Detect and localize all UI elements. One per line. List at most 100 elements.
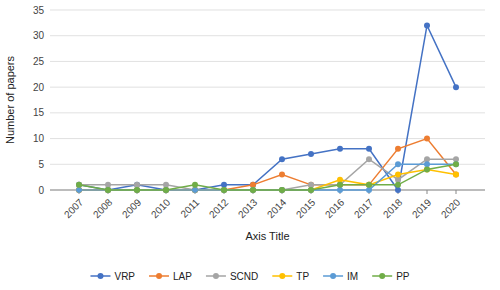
- point-marker: [337, 182, 343, 188]
- y-tick-label: 15: [33, 107, 45, 118]
- point-marker: [366, 182, 372, 188]
- point-marker: [424, 166, 430, 172]
- legend-label: LAP: [173, 271, 192, 282]
- point-marker: [192, 187, 198, 193]
- legend-item: SCND: [206, 271, 258, 282]
- point-marker: [453, 172, 459, 178]
- point-marker: [424, 161, 430, 167]
- point-marker: [105, 187, 111, 193]
- point-marker: [366, 187, 372, 193]
- series-line: [79, 139, 456, 190]
- point-marker: [453, 161, 459, 167]
- point-marker: [105, 182, 111, 188]
- point-marker: [424, 136, 430, 142]
- legend-marker: [379, 273, 385, 279]
- grid-line: [50, 112, 485, 113]
- point-marker: [105, 187, 111, 193]
- x-tick-label: 2011: [178, 196, 201, 219]
- point-marker: [134, 187, 140, 193]
- x-tick-label: 2010: [149, 196, 173, 220]
- point-marker: [76, 182, 82, 188]
- y-tick-label: 0: [38, 185, 44, 196]
- point-marker: [250, 187, 256, 193]
- legend-label: IM: [347, 271, 358, 282]
- point-marker: [453, 161, 459, 167]
- x-tick-label: 2008: [91, 196, 115, 220]
- point-marker: [163, 187, 169, 193]
- point-marker: [395, 172, 401, 178]
- point-marker: [337, 182, 343, 188]
- grid-line: [50, 61, 485, 62]
- point-marker: [192, 187, 198, 193]
- y-tick-label: 20: [33, 82, 45, 93]
- point-marker: [453, 156, 459, 162]
- point-marker: [279, 156, 285, 162]
- point-marker: [192, 182, 198, 188]
- series-line: [79, 164, 456, 190]
- point-marker: [337, 182, 343, 188]
- point-marker: [134, 187, 140, 193]
- point-marker: [279, 172, 285, 178]
- legend-item: IM: [323, 271, 358, 282]
- point-marker: [192, 187, 198, 193]
- point-marker: [395, 161, 401, 167]
- point-marker: [221, 187, 227, 193]
- legend-label: SCND: [230, 271, 258, 282]
- point-marker: [250, 182, 256, 188]
- point-marker: [279, 187, 285, 193]
- point-marker: [366, 156, 372, 162]
- point-marker: [366, 182, 372, 188]
- point-marker: [221, 187, 227, 193]
- point-marker: [424, 22, 430, 28]
- point-marker: [134, 187, 140, 193]
- x-tick-label: 2012: [207, 196, 231, 220]
- point-marker: [105, 187, 111, 193]
- series-line: [79, 169, 456, 190]
- x-tick-label: 2017: [352, 196, 376, 220]
- grid-line: [50, 87, 485, 88]
- point-marker: [163, 187, 169, 193]
- point-marker: [192, 187, 198, 193]
- x-tick-label: 2014: [265, 196, 289, 220]
- point-marker: [76, 187, 82, 193]
- point-marker: [395, 187, 401, 193]
- point-marker: [105, 187, 111, 193]
- point-marker: [134, 182, 140, 188]
- point-marker: [250, 187, 256, 193]
- legend-item: VRP: [90, 271, 135, 282]
- legend-marker: [330, 273, 336, 279]
- x-tick-label: 2013: [236, 196, 260, 220]
- point-marker: [163, 187, 169, 193]
- y-axis-label: Number of papers: [4, 55, 16, 144]
- point-marker: [221, 187, 227, 193]
- point-marker: [279, 187, 285, 193]
- point-marker: [279, 187, 285, 193]
- x-tick-label: 2015: [294, 196, 318, 220]
- series-line: [79, 25, 456, 190]
- point-marker: [366, 146, 372, 152]
- x-tick-label: 2019: [410, 196, 434, 220]
- legend: VRPLAPSCNDTPIMPP: [90, 271, 409, 282]
- y-tick-label: 30: [33, 30, 45, 41]
- point-marker: [163, 182, 169, 188]
- x-tick-label: 2016: [323, 196, 347, 220]
- legend-marker: [279, 273, 285, 279]
- legend-label: VRP: [114, 271, 135, 282]
- point-marker: [395, 177, 401, 183]
- chart: 0510152025303520072008200920102011201220…: [0, 0, 500, 290]
- grid-line: [50, 35, 485, 36]
- point-marker: [337, 177, 343, 183]
- point-marker: [308, 151, 314, 157]
- point-marker: [308, 187, 314, 193]
- x-tick-label: 2020: [439, 196, 463, 220]
- x-axis-label: Axis Title: [245, 230, 289, 242]
- x-tick: [456, 190, 457, 194]
- point-marker: [250, 187, 256, 193]
- point-marker: [221, 182, 227, 188]
- y-tick-label: 5: [38, 159, 44, 170]
- x-tick: [427, 190, 428, 194]
- point-marker: [221, 187, 227, 193]
- point-marker: [163, 187, 169, 193]
- point-marker: [76, 182, 82, 188]
- point-marker: [308, 187, 314, 193]
